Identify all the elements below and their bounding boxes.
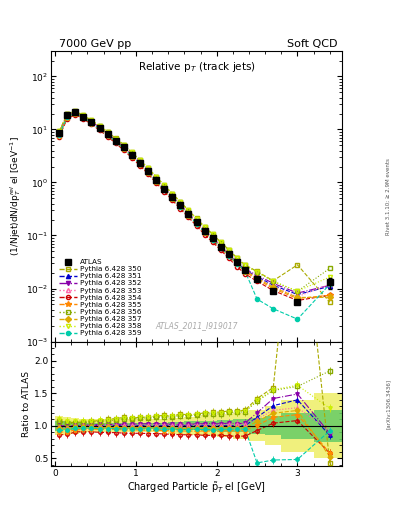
Text: Relative p$_{T}$ (track jets): Relative p$_{T}$ (track jets) (138, 60, 255, 74)
Text: Rivet 3.1.10; ≥ 2.9M events: Rivet 3.1.10; ≥ 2.9M events (386, 158, 391, 235)
Text: 7000 GeV pp: 7000 GeV pp (59, 38, 131, 49)
Legend: ATLAS, Pythia 6.428 350, Pythia 6.428 351, Pythia 6.428 352, Pythia 6.428 353, P: ATLAS, Pythia 6.428 350, Pythia 6.428 35… (58, 258, 143, 338)
Y-axis label: Ratio to ATLAS: Ratio to ATLAS (22, 371, 31, 437)
Y-axis label: (1/Njet)dN/dp$_{T}^{rel}$ el [GeV$^{-1}$]: (1/Njet)dN/dp$_{T}^{rel}$ el [GeV$^{-1}$… (8, 136, 23, 257)
Text: ATLAS_2011_I919017: ATLAS_2011_I919017 (155, 321, 238, 330)
X-axis label: Charged Particle $\mathrm{\tilde{p}}_T$ el [GeV]: Charged Particle $\mathrm{\tilde{p}}_T$ … (127, 480, 266, 496)
Text: Soft QCD: Soft QCD (288, 38, 338, 49)
Text: [arXiv:1306.3436]: [arXiv:1306.3436] (386, 379, 391, 429)
